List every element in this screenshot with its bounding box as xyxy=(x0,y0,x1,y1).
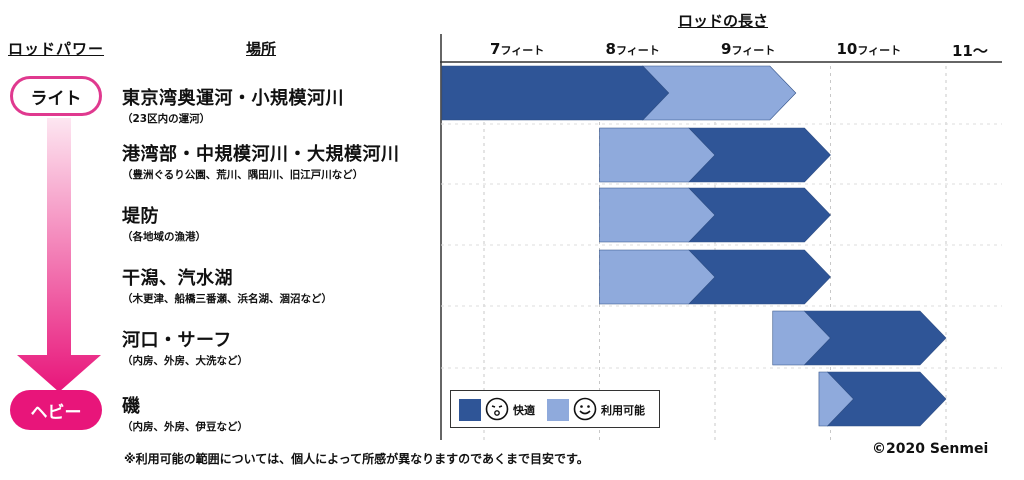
location-name: 干潟、汽水湖 xyxy=(122,268,233,289)
comfortable-range-bar xyxy=(688,127,831,183)
comfortable-range-bar xyxy=(688,187,831,243)
x-tick-label: 8フィート xyxy=(606,40,660,58)
comfortable-range-bar xyxy=(803,310,947,366)
x-tick-unit: フィート xyxy=(857,44,902,57)
location-row-label: 干潟、汽水湖 （木更津、船橋三番瀬、浜名湖、涸沼など） xyxy=(122,264,332,306)
x-tick-label: 11〜 xyxy=(952,40,988,61)
smiley-face-icon xyxy=(573,397,597,421)
light-power-label: ライト xyxy=(10,76,102,116)
location-row-label: 磯 （内房、外房、伊豆など） xyxy=(122,392,248,434)
x-tick-number: 11〜 xyxy=(952,42,988,60)
rod-power-header: ロッドパワー xyxy=(8,40,105,58)
comfortable-range-bar xyxy=(688,249,831,305)
x-tick-label: 7フィート xyxy=(490,40,544,58)
place-header: 場所 xyxy=(246,40,277,58)
location-name: 東京湾奥運河・小規模河川 xyxy=(122,88,344,109)
x-tick-number: 7 xyxy=(490,40,501,58)
location-examples: （内房、外房、大洗など） xyxy=(122,355,248,367)
rod-length-header: ロッドの長さ xyxy=(678,12,769,30)
x-tick-number: 10 xyxy=(836,40,858,58)
usable-range-bar xyxy=(642,65,797,121)
copyright: ©2020 Senmei xyxy=(872,441,989,457)
location-name: 磯 xyxy=(122,396,141,417)
location-examples: （各地域の漁港） xyxy=(122,231,206,243)
x-tick-unit: フィート xyxy=(500,44,545,57)
location-row-label: 東京湾奥運河・小規模河川 （23区内の運河） xyxy=(122,84,344,126)
location-name: 港湾部・中規模河川・大規模河川 xyxy=(122,144,400,165)
x-tick-number: 9 xyxy=(721,40,732,58)
comfortable-range-bar xyxy=(826,371,947,427)
x-tick-label: 10フィート xyxy=(837,40,902,58)
location-name: 河口・サーフ xyxy=(122,330,232,351)
location-examples: （23区内の運河） xyxy=(122,113,211,125)
power-gradient-arrow xyxy=(17,118,101,392)
legend-usable-swatch xyxy=(547,399,569,421)
location-examples: （豊洲ぐるり公園、荒川、隅田川、旧江戸川など） xyxy=(122,169,364,181)
heavy-power-label: ヘビー xyxy=(10,390,102,430)
location-row-label: 港湾部・中規模河川・大規模河川 （豊洲ぐるり公園、荒川、隅田川、旧江戸川など） xyxy=(122,140,400,182)
footnote: ※利用可能の範囲については、個人によって所感が異なりますのであくまで目安です。 xyxy=(124,452,589,466)
x-tick-unit: フィート xyxy=(731,44,776,57)
comfortable-range-bar xyxy=(441,65,670,121)
location-examples: （内房、外房、伊豆など） xyxy=(122,421,248,433)
x-tick-unit: フィート xyxy=(615,44,660,57)
x-tick-label: 9フィート xyxy=(721,40,775,58)
legend: 快適 利用可能 xyxy=(450,390,660,428)
location-row-label: 堤防 （各地域の漁港） xyxy=(122,202,206,244)
x-tick-number: 8 xyxy=(605,40,616,58)
legend-usable-label: 利用可能 xyxy=(601,404,645,417)
location-row-label: 河口・サーフ （内房、外房、大洗など） xyxy=(122,326,248,368)
legend-comfortable-label: 快適 xyxy=(513,404,535,417)
location-name: 堤防 xyxy=(122,206,159,227)
location-examples: （木更津、船橋三番瀬、浜名湖、涸沼など） xyxy=(122,293,332,305)
neutral-face-icon xyxy=(485,397,509,421)
legend-comfortable-swatch xyxy=(459,399,481,421)
